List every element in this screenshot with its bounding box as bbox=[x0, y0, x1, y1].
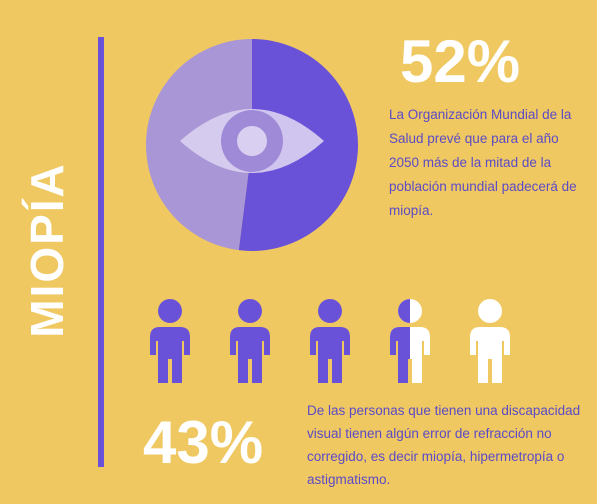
person-icon bbox=[150, 299, 190, 383]
vertical-divider bbox=[98, 37, 104, 467]
eye-pupil bbox=[237, 126, 267, 156]
top-stat-value: 52% bbox=[400, 28, 521, 95]
bottom-stat-text: De las personas que tienen una discapaci… bbox=[307, 403, 581, 487]
people-icons bbox=[150, 299, 510, 383]
pie-chart bbox=[146, 39, 359, 252]
person-icon bbox=[230, 299, 270, 383]
bottom-stat-value: 43% bbox=[143, 409, 264, 476]
person-icon bbox=[390, 299, 430, 383]
eye-icon bbox=[180, 109, 324, 173]
person-icon bbox=[310, 299, 350, 383]
person-icon bbox=[470, 299, 510, 383]
top-stat-text: La Organización Mundial de la Salud prev… bbox=[389, 107, 577, 218]
